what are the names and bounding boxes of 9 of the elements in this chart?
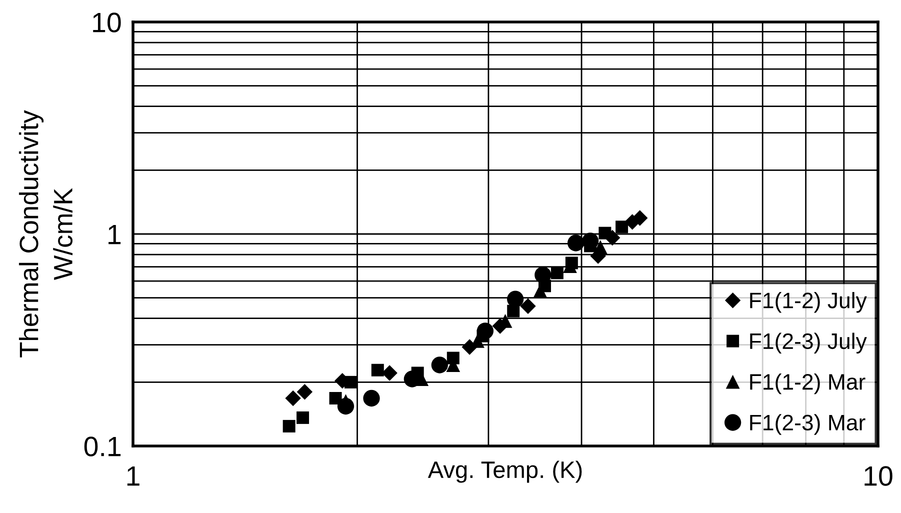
- x-axis-title: Avg. Temp. (K): [428, 460, 582, 483]
- y-axis-title: Thermal Conductivity W/cm/K: [18, 110, 73, 358]
- legend-label: F1(1-2) July: [750, 292, 867, 313]
- y-tick-label: 10: [93, 12, 121, 32]
- y-tick-label: 1: [108, 224, 121, 244]
- legend-label: F1(1-2) Mar: [750, 373, 866, 394]
- legend-label: F1(2-3) Mar: [750, 414, 866, 435]
- legend-label: F1(2-3) July: [750, 332, 867, 354]
- y-tick-label: 0.1: [84, 436, 121, 456]
